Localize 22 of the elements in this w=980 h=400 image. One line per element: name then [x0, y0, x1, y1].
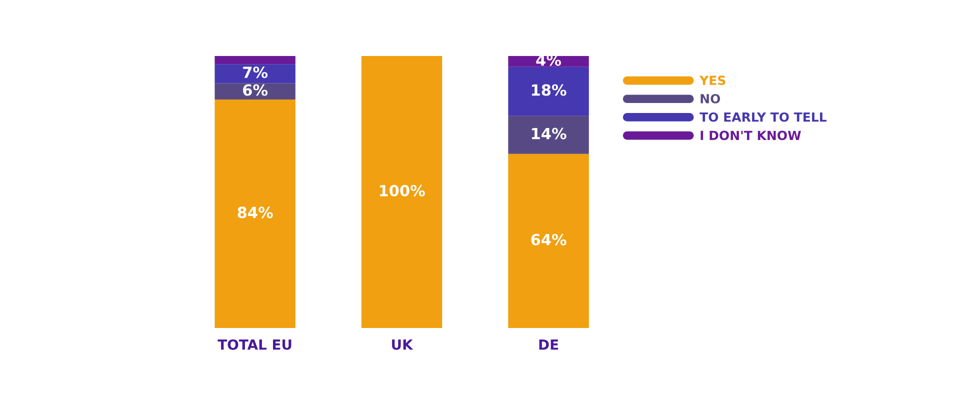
- bar: [214, 83, 296, 100]
- legend-label: NO: [700, 94, 720, 104]
- x-tick-label: UK: [392, 340, 414, 350]
- bar: [361, 56, 442, 328]
- data-label: 7%: [243, 66, 268, 78]
- x-tick-label: DE: [539, 340, 558, 350]
- bar: [508, 116, 589, 154]
- bar: [508, 154, 589, 328]
- data-label: 14%: [532, 128, 566, 140]
- data-label: 64%: [531, 234, 566, 246]
- legend-label: TO EARLY TO TELL: [700, 112, 826, 122]
- data-label: 6%: [243, 84, 268, 96]
- legend-label: YES: [699, 76, 726, 86]
- bar: [214, 64, 296, 84]
- bar: [214, 100, 296, 328]
- x-tick-label: TOTAL EU: [218, 339, 292, 350]
- data-label: 100%: [380, 184, 425, 196]
- bar: [214, 56, 296, 64]
- legend-label: I DON'T KNOW: [700, 130, 801, 140]
- bar: [508, 66, 589, 116]
- data-label: 84%: [238, 206, 273, 218]
- data-label: 18%: [532, 84, 566, 96]
